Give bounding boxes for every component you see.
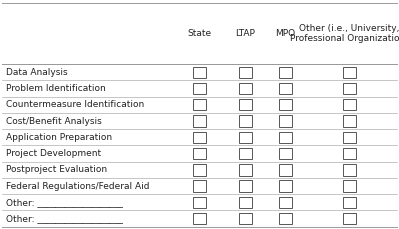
Bar: [193, 164, 206, 175]
Text: LTAP: LTAP: [235, 29, 255, 38]
Bar: [279, 196, 292, 208]
Bar: [279, 83, 292, 94]
Text: Federal Regulations/Federal Aid: Federal Regulations/Federal Aid: [6, 182, 150, 191]
Text: Project Development: Project Development: [6, 149, 101, 158]
Text: State: State: [188, 29, 211, 38]
Bar: [193, 83, 206, 94]
Bar: [239, 148, 252, 159]
Bar: [343, 213, 356, 224]
Text: Other: ___________________: Other: ___________________: [6, 214, 123, 223]
Bar: [239, 66, 252, 78]
Bar: [343, 180, 356, 192]
Bar: [343, 115, 356, 127]
Text: Cost/Benefit Analysis: Cost/Benefit Analysis: [6, 117, 102, 125]
Bar: [193, 213, 206, 224]
Text: Application Preparation: Application Preparation: [6, 133, 112, 142]
Bar: [343, 83, 356, 94]
Bar: [193, 148, 206, 159]
Text: Data Analysis: Data Analysis: [6, 68, 67, 77]
Bar: [343, 131, 356, 143]
Bar: [343, 99, 356, 111]
Bar: [239, 131, 252, 143]
Bar: [239, 180, 252, 192]
Text: MPO: MPO: [275, 29, 295, 38]
Bar: [193, 99, 206, 111]
Bar: [279, 99, 292, 111]
Text: Countermeasure Identification: Countermeasure Identification: [6, 100, 144, 109]
Bar: [279, 66, 292, 78]
Bar: [193, 131, 206, 143]
Text: Other (i.e., University,
Professional Organization): Other (i.e., University, Professional Or…: [290, 24, 399, 44]
Bar: [343, 164, 356, 175]
Text: Postproject Evaluation: Postproject Evaluation: [6, 165, 107, 174]
Bar: [279, 213, 292, 224]
Bar: [279, 180, 292, 192]
Bar: [343, 196, 356, 208]
Bar: [239, 99, 252, 111]
Bar: [279, 148, 292, 159]
Bar: [239, 196, 252, 208]
Bar: [343, 148, 356, 159]
Bar: [193, 180, 206, 192]
Bar: [343, 66, 356, 78]
Bar: [279, 164, 292, 175]
Bar: [239, 83, 252, 94]
Bar: [239, 164, 252, 175]
Text: Other: ___________________: Other: ___________________: [6, 198, 123, 207]
Bar: [193, 196, 206, 208]
Text: Problem Identification: Problem Identification: [6, 84, 106, 93]
Bar: [239, 213, 252, 224]
Bar: [193, 115, 206, 127]
Bar: [193, 66, 206, 78]
Bar: [239, 115, 252, 127]
Bar: [279, 115, 292, 127]
Bar: [279, 131, 292, 143]
